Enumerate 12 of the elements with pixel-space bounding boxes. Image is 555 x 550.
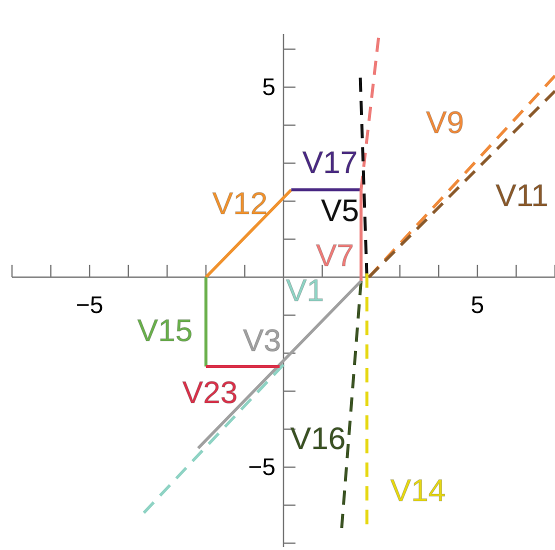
series-label: V15 bbox=[137, 313, 193, 348]
series-label: V17 bbox=[302, 145, 358, 180]
series-label: V14 bbox=[390, 473, 446, 508]
series-label: V23 bbox=[182, 375, 238, 410]
series-label: V9 bbox=[426, 105, 464, 140]
series-label: V3 bbox=[243, 323, 281, 358]
series-label: V16 bbox=[290, 421, 346, 456]
series-label: V11 bbox=[496, 178, 548, 213]
series-label: V5 bbox=[321, 193, 359, 228]
series-label: V1 bbox=[286, 273, 324, 308]
series-label: V12 bbox=[212, 186, 268, 221]
series-label: V7 bbox=[316, 238, 354, 273]
